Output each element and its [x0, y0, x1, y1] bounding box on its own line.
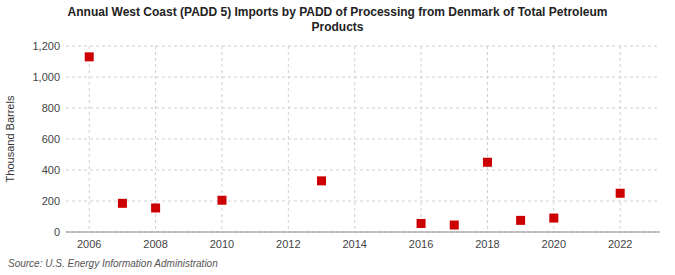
x-tick-label: 2022 — [608, 238, 632, 250]
grid-line — [288, 46, 289, 232]
grid-line — [66, 170, 660, 171]
points — [85, 52, 625, 229]
grid — [66, 46, 660, 232]
point — [516, 216, 525, 225]
x-tick-label: 2020 — [542, 238, 566, 250]
grid-line — [66, 201, 660, 202]
y-tick-label: 0 — [54, 226, 60, 238]
x-tick-label: 2010 — [210, 238, 234, 250]
x-tick-label: 2008 — [143, 238, 167, 250]
point — [118, 199, 127, 208]
x-axis-line — [66, 232, 660, 233]
point — [217, 196, 226, 205]
y-tick-label: 400 — [42, 164, 60, 176]
point — [450, 221, 459, 230]
y-tick-label: 1,000 — [32, 71, 60, 83]
grid-line — [421, 46, 422, 232]
grid-line — [553, 46, 554, 232]
source-note: Source: U.S. Energy Information Administ… — [8, 258, 218, 269]
x-tick-label: 2006 — [77, 238, 101, 250]
title: Annual West Coast (PADD 5) Imports by PA… — [68, 5, 608, 34]
y-tick-label: 600 — [42, 133, 60, 145]
grid-line — [620, 46, 621, 232]
point — [549, 214, 558, 223]
point — [151, 203, 160, 212]
x-tick-label: 2014 — [342, 238, 366, 250]
x-tick-label: 2016 — [409, 238, 433, 250]
y-tick-label: 800 — [42, 102, 60, 114]
grid-line — [89, 46, 90, 232]
y-tick-label: 200 — [42, 195, 60, 207]
point — [317, 176, 326, 185]
chart: Annual West Coast (PADD 5) Imports by PA… — [0, 0, 675, 275]
grid-line — [66, 232, 660, 233]
x-tick-label: 2012 — [276, 238, 300, 250]
y-axis-label: Thousand Barrels — [4, 95, 16, 182]
x-tick-label: 2018 — [475, 238, 499, 250]
point — [483, 158, 492, 167]
point — [417, 219, 426, 228]
grid-line — [354, 46, 355, 232]
grid-line — [487, 46, 488, 232]
point — [85, 52, 94, 61]
y-tick-label: 1,200 — [32, 40, 60, 52]
point — [616, 189, 625, 198]
